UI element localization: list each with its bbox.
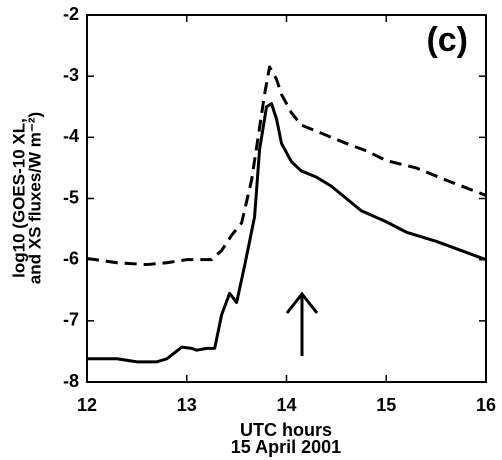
x-tick-label: 16	[476, 395, 496, 415]
y-axis-label: and XS fluxes/W m⁻²)	[25, 112, 44, 284]
y-axis-label: log10 (GOES-10 XL,	[9, 118, 28, 278]
data-line	[87, 102, 487, 364]
panel-label: (c)	[426, 21, 468, 59]
y-tick-label: -4	[63, 126, 79, 146]
y-tick-label: -3	[63, 65, 79, 85]
x-axis-label: UTC hours	[240, 420, 332, 440]
plot-frame	[86, 14, 487, 383]
arrow	[285, 291, 319, 356]
y-tick-label: -6	[63, 248, 79, 268]
x-tick-label: 15	[376, 395, 396, 415]
data-line	[86, 65, 487, 267]
x-axis-label: 15 April 2001	[231, 437, 341, 457]
y-tick-label: -7	[63, 310, 79, 330]
x-tick-label: 12	[77, 395, 97, 415]
x-tick-label: 13	[177, 395, 197, 415]
y-tick-label: -8	[63, 371, 79, 391]
y-tick-label: -2	[63, 4, 79, 24]
y-tick-label: -5	[63, 187, 79, 207]
x-tick-label: 14	[276, 395, 296, 415]
